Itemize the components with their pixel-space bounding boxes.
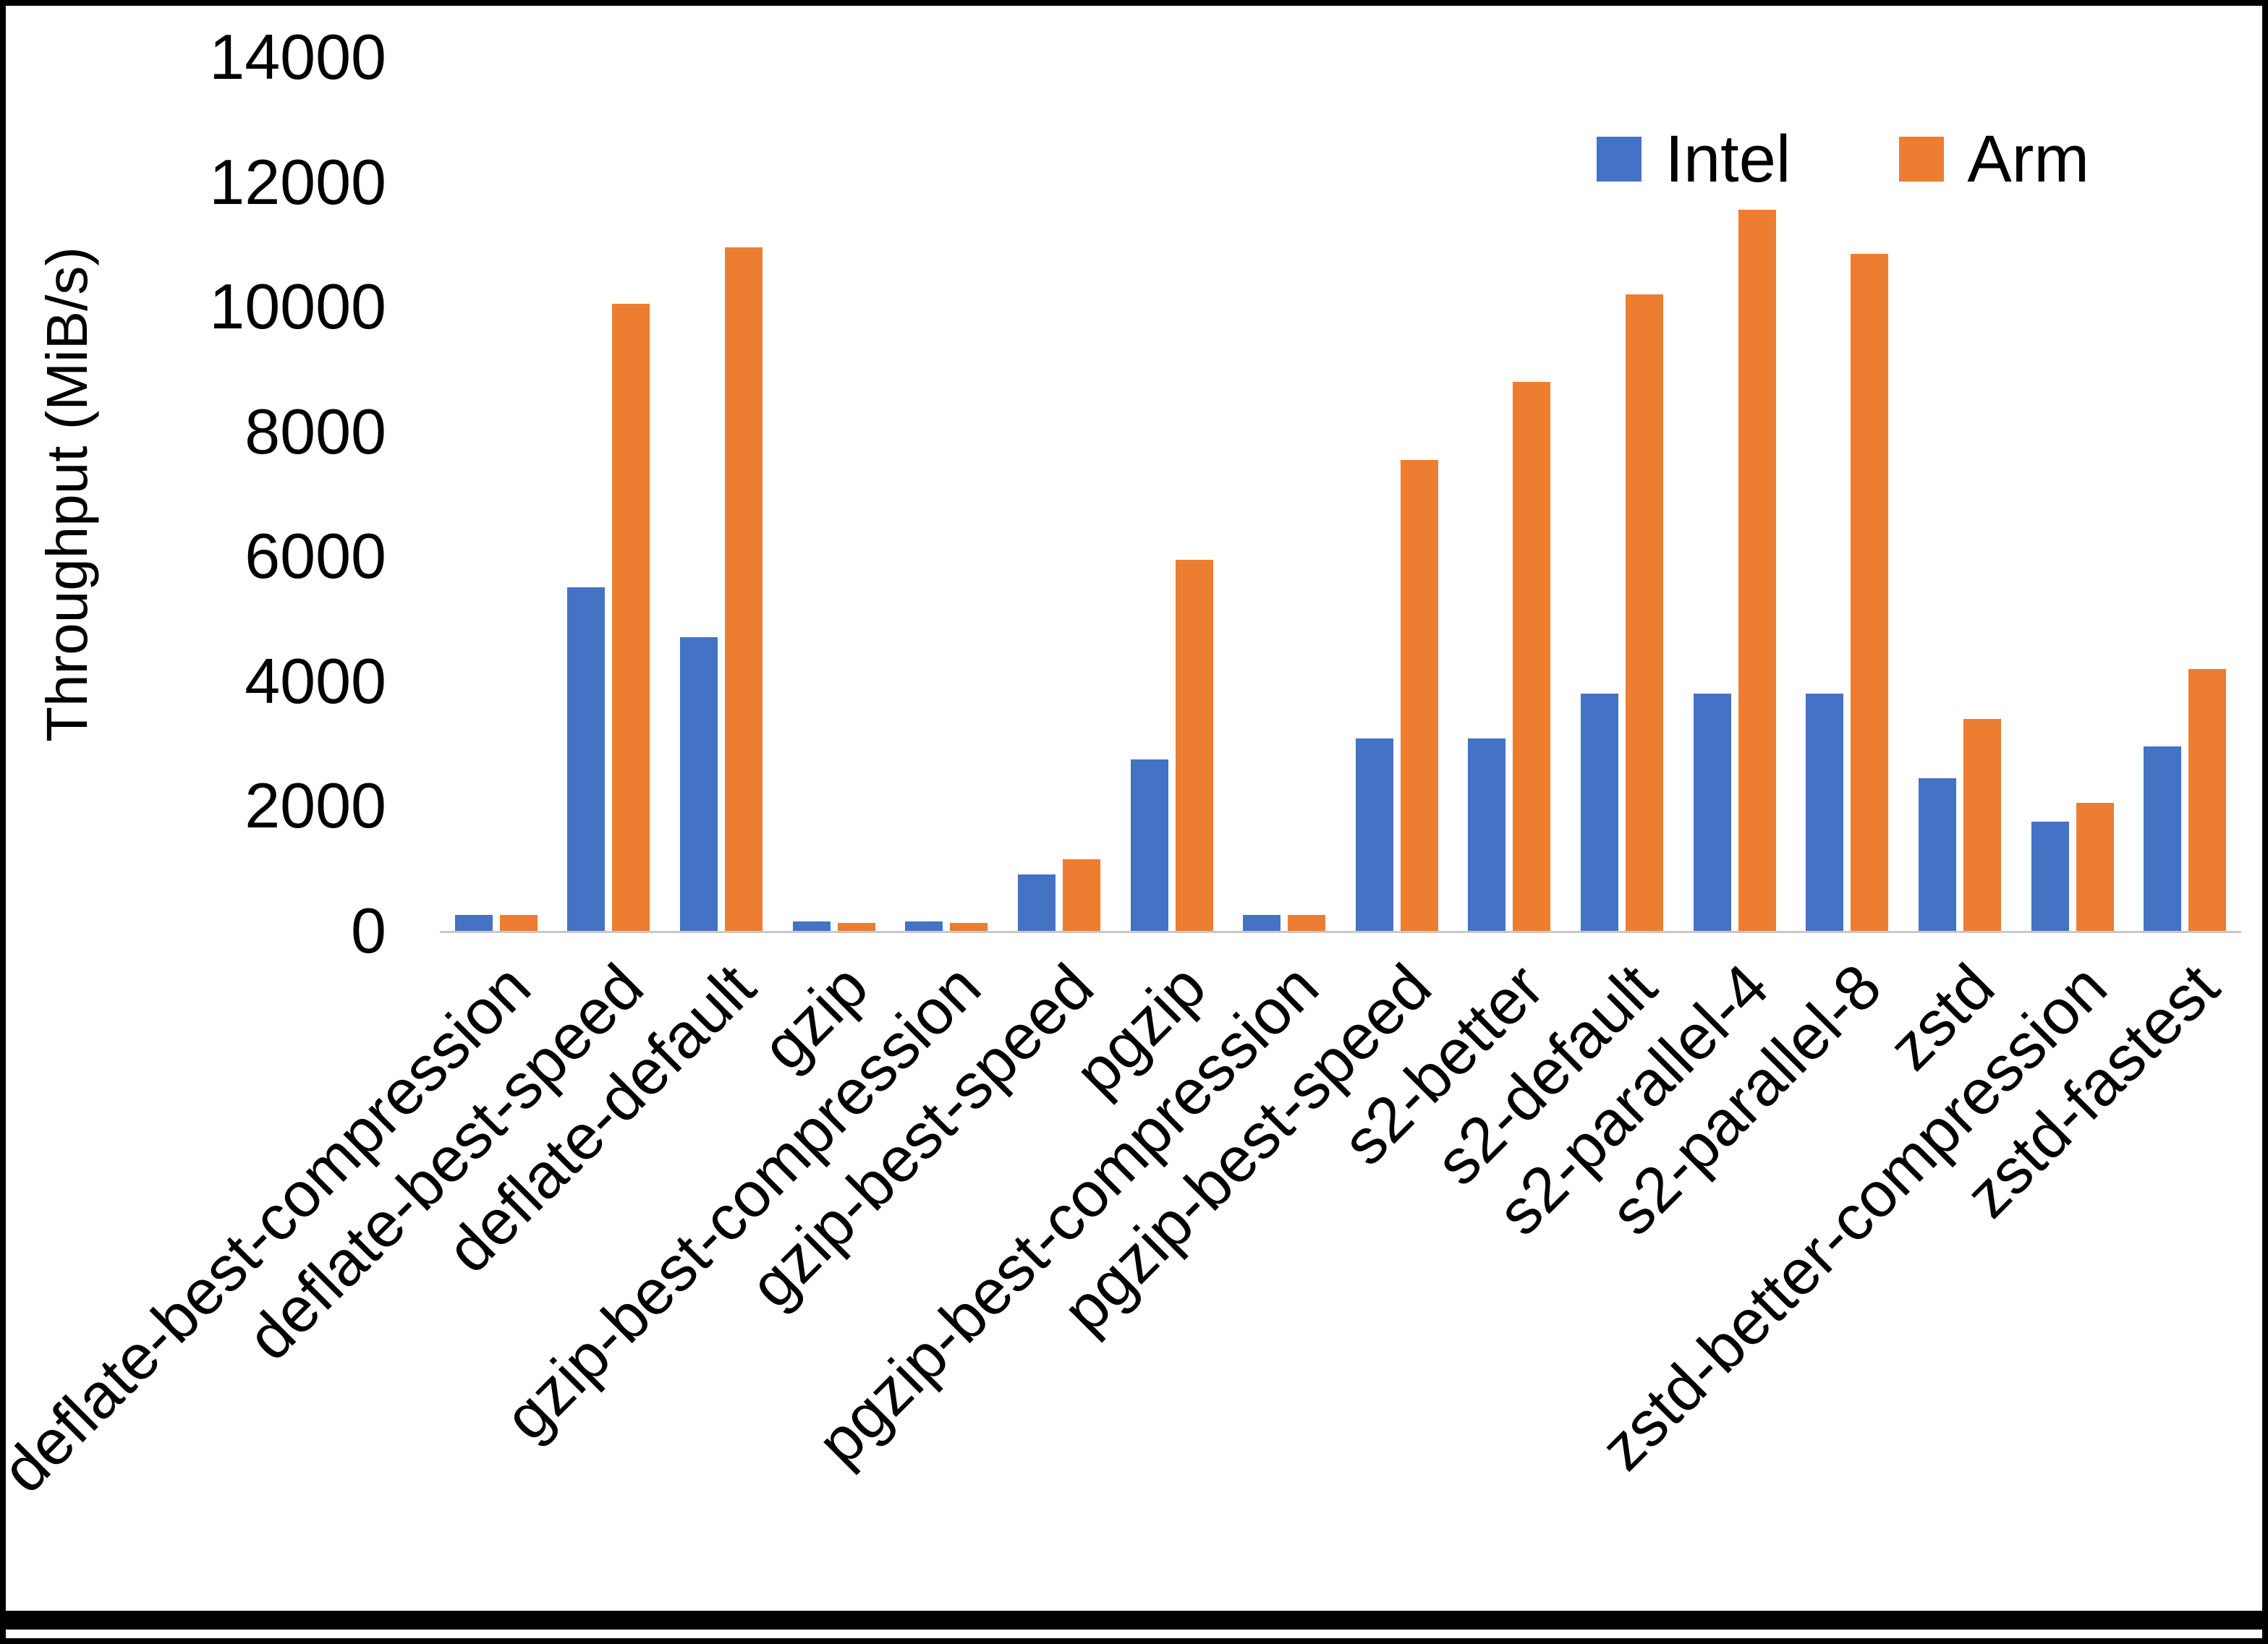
bar-intel-deflate-best-speed [567, 587, 606, 931]
bar-group-zstd [1903, 57, 2016, 931]
bar-intel-deflate-default [680, 637, 718, 931]
bar-arm-gzip-best-compression [950, 922, 988, 931]
bar-group-deflate-default [665, 57, 778, 931]
y-tick-label: 8000 [245, 395, 386, 467]
bar-arm-s2-default [1626, 294, 1664, 931]
bar-group-pgzip-best-speed [1341, 57, 1453, 931]
bar-intel-deflate-best-compression [454, 914, 493, 931]
y-tick-label: 12000 [209, 145, 386, 218]
bar-arm-s2-parallel-8 [1851, 253, 1889, 931]
bar-arm-zstd-better-compression [2076, 803, 2114, 931]
y-tick-label: 14000 [209, 21, 386, 93]
bar-intel-s2-parallel-8 [1806, 694, 1844, 931]
bar-arm-s2-better [1513, 381, 1551, 931]
bar-arm-gzip-best-speed [1062, 859, 1100, 931]
bar-group-gzip-best-compression [891, 57, 1003, 931]
bar-intel-pgzip-best-speed [1355, 738, 1393, 931]
bar-group-s2-parallel-4 [1678, 57, 1791, 931]
legend-label-arm: Arm [1967, 122, 2089, 196]
y-tick-label: 2000 [245, 770, 386, 842]
bar-group-s2-parallel-8 [1791, 57, 1904, 931]
bar-intel-pgzip [1130, 759, 1168, 931]
legend-label-intel: Intel [1665, 122, 1791, 196]
bar-group-pgzip-best-compression [1228, 57, 1341, 931]
y-axis-tick-labels: 0 2000 4000 6000 8000 10000 12000 14000 [6, 25, 411, 963]
bar-intel-pgzip-best-compression [1243, 915, 1281, 931]
bar-group-gzip-best-speed [1003, 57, 1116, 931]
bar-intel-gzip [792, 921, 831, 931]
bar-arm-deflate-best-compression [499, 915, 538, 931]
bar-arm-zstd-fastest [2188, 668, 2227, 931]
bar-group-zstd-fastest [2128, 57, 2241, 931]
bar-arm-s2-parallel-4 [1738, 210, 1776, 931]
bar-intel-zstd-better-compression [2031, 822, 2069, 931]
legend: Intel Arm [1597, 126, 2089, 192]
bar-groups [440, 57, 2241, 931]
bar-arm-deflate-best-speed [612, 303, 650, 931]
bar-arm-pgzip-best-speed [1400, 459, 1438, 931]
legend-item-intel: Intel [1597, 126, 1791, 192]
arm-swatch-icon [1899, 137, 1945, 182]
bar-intel-s2-parallel-4 [1693, 694, 1731, 931]
y-tick-label: 6000 [245, 520, 386, 592]
bar-intel-gzip-best-speed [1017, 874, 1056, 931]
y-tick-label: 10000 [209, 271, 386, 343]
bar-group-s2-better [1453, 57, 1566, 931]
bar-intel-zstd-fastest [2144, 746, 2182, 931]
bar-arm-gzip [837, 922, 875, 931]
bar-group-zstd-better-compression [2016, 57, 2129, 931]
bar-group-s2-default [1566, 57, 1678, 931]
bar-arm-pgzip-best-compression [1288, 914, 1326, 931]
bar-group-gzip [778, 57, 891, 931]
y-tick-label: 4000 [245, 644, 386, 717]
bar-group-deflate-best-speed [553, 57, 666, 931]
bar-group-pgzip [1116, 57, 1228, 931]
bottom-border-line [6, 1611, 2262, 1630]
y-tick-label: 0 [351, 895, 386, 966]
bar-intel-gzip-best-compression [905, 921, 943, 931]
legend-item-arm: Arm [1899, 126, 2089, 192]
bar-arm-zstd [1963, 718, 2001, 931]
bar-intel-s2-default [1581, 694, 1619, 931]
bar-intel-zstd [1918, 778, 1956, 931]
intel-swatch-icon [1597, 137, 1642, 182]
bar-arm-pgzip [1175, 559, 1213, 931]
bar-intel-s2-better [1468, 738, 1506, 931]
plot-area: Intel Arm [440, 57, 2241, 933]
bar-group-deflate-best-compression [440, 57, 553, 931]
bar-arm-deflate-default [725, 247, 763, 931]
